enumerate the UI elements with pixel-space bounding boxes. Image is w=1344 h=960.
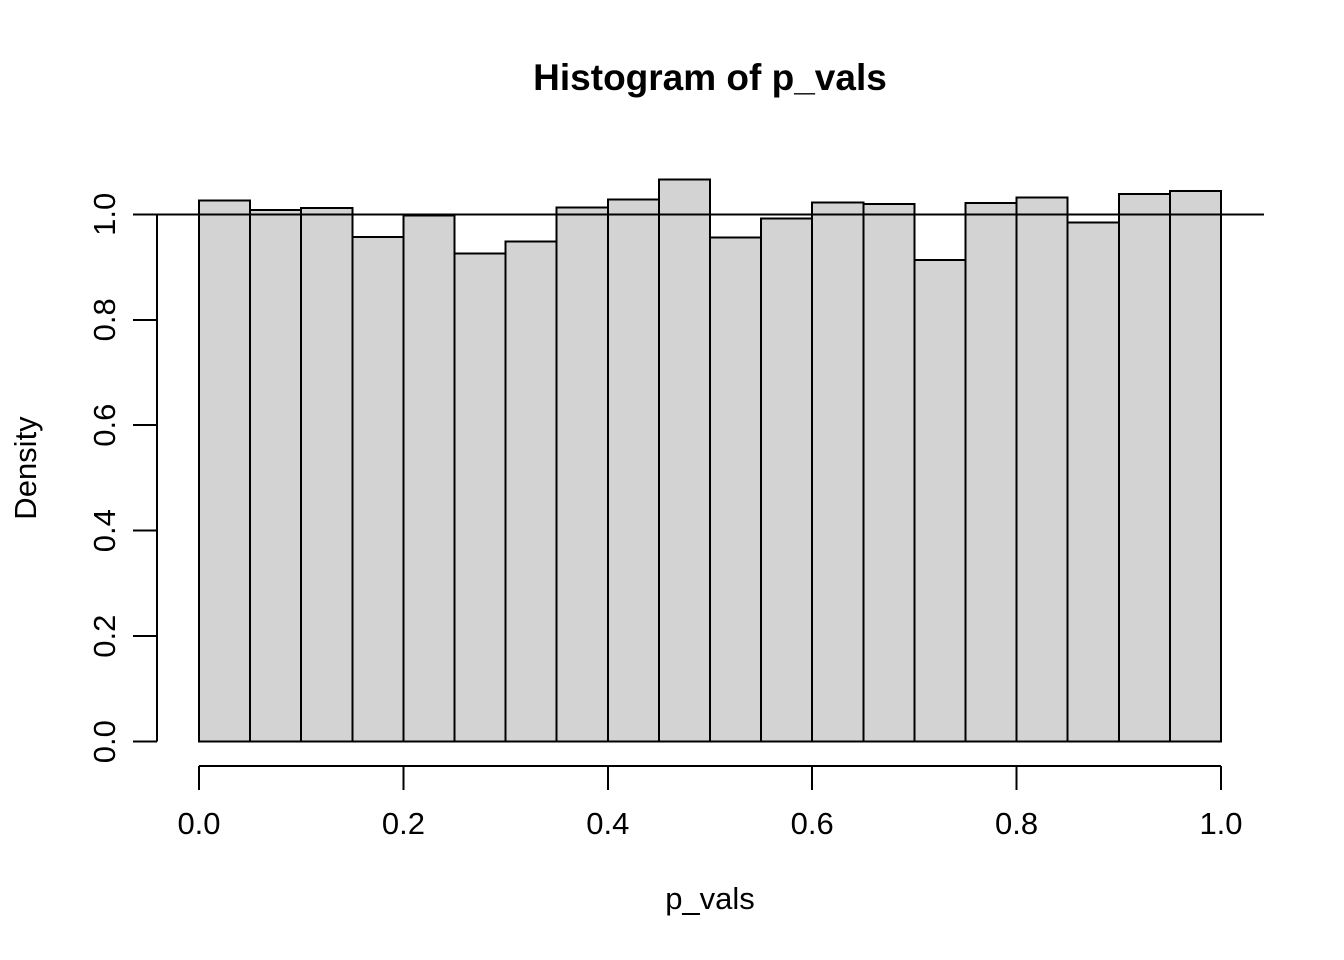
histogram-bar [555,206,609,743]
plot-title: Histogram of p_vals [533,57,887,98]
histogram-bar [657,178,712,743]
x-tick-label: 1.0 [1199,806,1242,841]
y-tick-label: 0.4 [87,509,122,552]
x-tick-label: 0.6 [791,806,834,841]
histogram-bar [862,203,916,743]
y-tick-label: 1.0 [87,193,122,236]
histogram-bar [1117,193,1171,743]
histogram-bar [1168,190,1223,743]
histogram-bar [249,209,303,743]
x-axis-label: p_vals [665,881,755,916]
histogram-bar [198,199,252,743]
histogram-bar [1015,196,1069,743]
histogram-bar [760,217,814,743]
x-tick-label: 0.0 [177,806,220,841]
histogram-bar [811,201,865,743]
histogram-bar [504,240,558,743]
histogram-bar [453,252,507,743]
x-tick-label: 0.4 [586,806,629,841]
histogram-bar [964,202,1018,743]
y-tick-label: 0.0 [87,720,122,763]
y-axis-label: Density [8,416,43,520]
x-tick-label: 0.2 [382,806,425,841]
y-tick-label: 0.2 [87,615,122,658]
x-tick-label: 0.8 [995,806,1038,841]
histogram-bar [913,259,967,743]
histogram-bar [402,214,456,743]
y-tick-label: 0.6 [87,404,122,447]
histogram-bar [709,236,763,743]
histogram-bar [351,235,405,743]
histogram-bar [1066,221,1120,743]
y-tick-label: 0.8 [87,298,122,341]
histogram-bar [300,206,354,743]
histogram-bar [606,198,660,743]
